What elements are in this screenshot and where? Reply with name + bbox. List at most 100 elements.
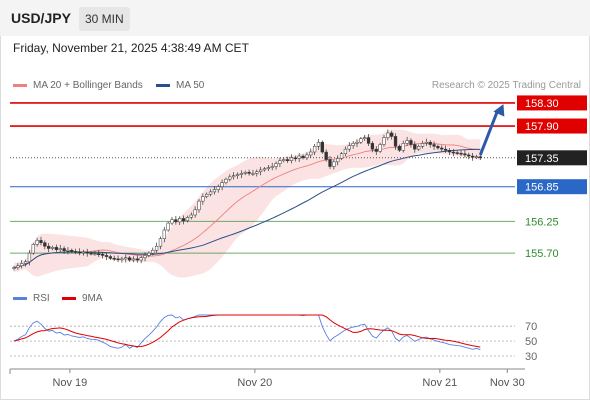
timeframe-button[interactable]: 30 MIN [79,7,130,31]
candle-body [181,218,186,222]
candle-body [397,146,402,151]
candle-body [50,247,55,249]
candle-body [355,141,359,144]
x-tick-label-0: Nov 19 [52,377,87,389]
candle-body [409,140,413,145]
candle-body [193,209,197,216]
candle-body [243,171,247,174]
forecast-arrow-head [493,104,505,117]
candle-body [428,141,432,145]
candle-body [309,151,313,156]
candle-body [370,143,375,150]
candle-body [332,161,336,167]
candle-body [289,157,294,161]
candle-body [343,148,348,155]
candle-body [293,157,297,160]
candle-body [139,257,143,261]
candle-body [35,240,39,245]
candle-body [386,132,390,138]
candle-body [151,249,155,254]
candle-body [474,156,479,158]
legend-ma50: MA 50 [156,80,204,91]
legend-9ma-label: 9MA [82,293,103,304]
candle-body [301,155,305,159]
level-tag-156.85 [517,179,587,195]
credit-text: Research © 2025 Trading Central [431,80,581,91]
candle-body [363,137,367,139]
candle-body [185,217,190,222]
candle-body [339,153,344,159]
candle-body [282,159,286,161]
candle-body [27,252,32,263]
level-label-157.90: 157.90 [525,121,559,133]
level-label-157.35: 157.35 [525,153,559,165]
symbol-title: USD/JPY [11,10,71,26]
rsi-level-label-30: 30 [525,351,537,363]
candle-body [201,196,205,202]
candle-body [262,168,267,171]
candle-body [116,258,120,261]
candle-body [235,174,240,176]
candle-body [208,191,213,195]
candle-body [470,155,475,158]
candle-body [54,247,59,250]
level-tag-158.30 [517,95,587,111]
candle-body [336,158,340,163]
candle-body [224,178,228,183]
candle-body [413,144,417,150]
candle-body [432,144,436,147]
candle-body [401,143,405,151]
candle-body [147,252,151,256]
candle-body [170,219,174,224]
candle-body [297,155,301,159]
candle-body [93,253,97,255]
rsi-level-label-70: 70 [525,321,537,333]
candle-body [320,141,324,153]
candle-body [324,151,328,160]
candle-body [197,200,201,211]
candle-body [178,218,182,223]
candle-body [212,189,217,193]
candle-body [328,159,332,167]
x-tick-label-1: Nov 20 [237,377,272,389]
candle-body [239,173,244,175]
candle-body [108,256,112,259]
candle-body [270,166,274,168]
x-tick-label-3: Nov 30 [490,377,525,389]
candle-body [443,148,448,151]
candle-body [162,229,166,239]
candle-body [66,249,70,252]
candle-body [305,154,309,159]
candle-body [104,255,109,257]
candle-body [20,263,24,267]
candle-body [70,249,74,252]
legend-rsi: RSI [13,293,50,304]
candle-body [347,145,351,150]
candle-body [23,261,28,264]
legend-ma20: MA 20 + Bollinger Bands [13,80,143,91]
candle-body [382,137,386,145]
candle-body [459,152,463,155]
candle-body [189,214,193,218]
level-tag-157.35 [517,150,587,166]
level-tag-157.90 [517,118,587,134]
candle-body [100,254,105,256]
candle-body [135,258,139,261]
legend-ma50-swatch [156,84,170,87]
candle-body [97,253,101,255]
candle-body [43,242,47,247]
candle-body [158,238,163,247]
candle-body [424,141,429,144]
candle-body [478,156,482,159]
candle-body [274,163,278,167]
candle-body [378,144,382,152]
timestamp: Friday, November 21, 2025 4:38:49 AM CET [13,41,249,55]
candle-body [455,152,459,154]
header-bar: USD/JPY 30 MIN [0,0,590,36]
candle-body [85,251,89,254]
candle-body [417,146,421,150]
x-tick-label-2: Nov 21 [422,377,457,389]
candle-body [278,160,282,164]
candle-body [312,146,317,153]
